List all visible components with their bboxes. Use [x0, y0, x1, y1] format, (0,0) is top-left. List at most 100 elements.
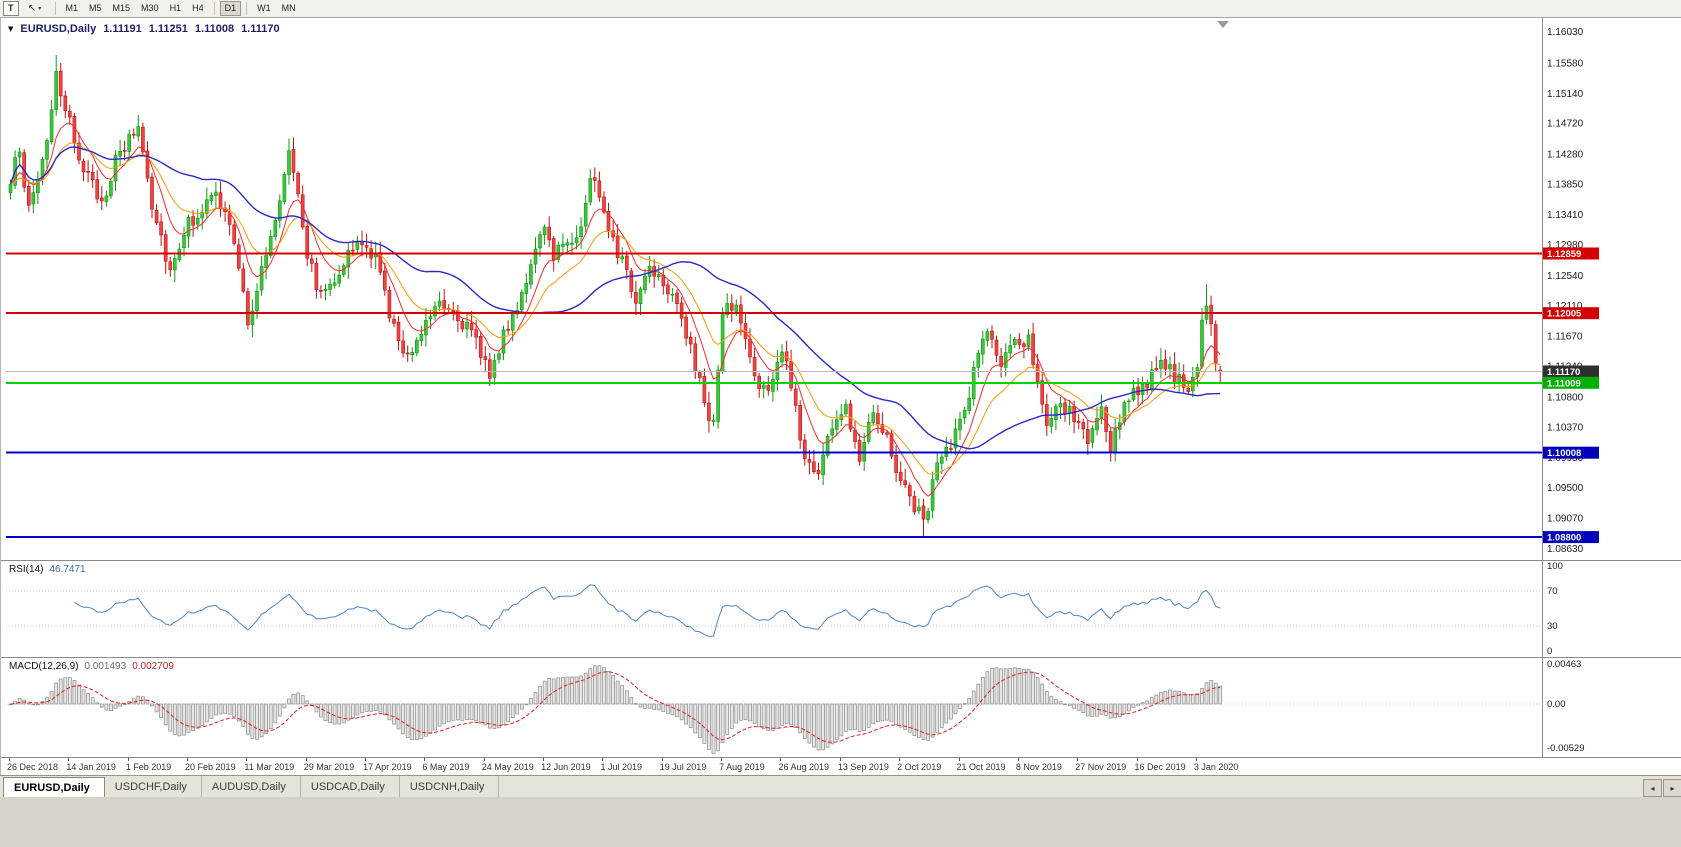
chart-tab-bar: EURUSD,Daily USDCHF,Daily AUDUSD,Daily U… — [0, 775, 1681, 798]
ma-ema-8-line — [10, 122, 1221, 497]
macd-indicator-canvas[interactable]: 0.00463 0.00 -0.00529 — [1, 657, 1681, 757]
axis-label: 1.11170 — [1547, 367, 1580, 378]
date-label: 13 Sep 2019 — [837, 762, 889, 772]
axis-label: 100 — [1547, 561, 1563, 572]
date-axis: 26 Dec 2018 14 Jan 2019 1 Feb 2019 20 Feb 2… — [1, 757, 1681, 776]
date-tick — [1136, 758, 1138, 761]
timeframe-button-m5[interactable]: M5 — [84, 1, 107, 16]
ma-sma-40-line — [9, 146, 1221, 450]
axis-label: 1.14720 — [1547, 119, 1584, 130]
price-badge: 1.11009 — [1543, 376, 1599, 389]
date-tick — [68, 758, 70, 761]
date-label: 29 Mar 2019 — [303, 762, 355, 772]
timeframe-button-d1[interactable]: D1 — [219, 1, 242, 16]
axis-label: -0.00529 — [1547, 743, 1585, 754]
date-tick — [958, 758, 960, 761]
axis-label: 1.11009 — [1547, 378, 1581, 389]
date-label: 8 Nov 2019 — [1015, 762, 1062, 772]
date-tick — [1077, 758, 1079, 761]
macd-indicator-label: MACD(12,26,9) 0.001493 0.002709 — [9, 661, 174, 672]
date-label: 26 Dec 2018 — [7, 762, 59, 772]
date-label: 19 Jul 2019 — [659, 762, 707, 772]
axis-label: 1.15140 — [1547, 89, 1584, 100]
axis-label: 1.12005 — [1547, 309, 1582, 320]
date-label: 24 May 2019 — [481, 762, 534, 772]
timeframe-button-m15[interactable]: M15 — [108, 1, 136, 16]
date-label: 1 Feb 2019 — [125, 762, 172, 772]
axis-label: 0.00463 — [1547, 659, 1581, 670]
date-tick — [305, 758, 307, 761]
date-tick — [1017, 758, 1019, 761]
date-tick — [9, 758, 10, 761]
candlestick-series — [8, 55, 1222, 538]
date-tick — [187, 758, 189, 761]
rsi-indicator-canvas[interactable]: 100 70 30 0 — [1, 560, 1681, 657]
timeframe-button-h4[interactable]: H4 — [187, 1, 209, 16]
tab-usdcnh-daily[interactable]: USDCNH,Daily — [400, 776, 500, 798]
toolbar: T ↖ ▾ M1 M5 M15 M30 H1 H4 D1 W1 MN — [0, 0, 1681, 18]
ohlc-open-value: 1.11191 — [103, 23, 142, 35]
chart-caret-icon[interactable]: ▼ — [8, 25, 14, 33]
tab-usdchf-daily[interactable]: USDCHF,Daily — [105, 776, 202, 798]
date-label: 21 Oct 2019 — [956, 762, 1006, 772]
tab-scroll-left-button[interactable]: ◂ — [1643, 779, 1662, 797]
tab-audusd-daily[interactable]: AUDUSD,Daily — [202, 776, 301, 798]
price-badge: 1.10008 — [1543, 446, 1599, 459]
date-label: 6 May 2019 — [422, 762, 470, 772]
window-background — [0, 797, 1681, 847]
date-tick — [127, 758, 129, 761]
date-tick — [424, 758, 426, 761]
timeframe-button-mn[interactable]: MN — [277, 1, 301, 16]
date-label: 26 Aug 2019 — [778, 762, 830, 772]
cursor-tool-button[interactable]: ↖ ▾ — [20, 0, 50, 17]
axis-label: 1.12980 — [1547, 240, 1584, 251]
timeframe-button-w1[interactable]: W1 — [252, 1, 276, 16]
date-tick — [661, 758, 663, 761]
chart-symbol-label: EURUSD,Daily — [20, 23, 97, 35]
date-label: 20 Feb 2019 — [185, 762, 236, 772]
rsi-value: 46.7471 — [49, 564, 86, 575]
axis-label: 1.13850 — [1547, 179, 1584, 190]
price-badge: 1.11170 — [1543, 365, 1599, 378]
date-tick — [899, 758, 901, 761]
axis-label: 0 — [1547, 646, 1552, 657]
timeframe-button-m30[interactable]: M30 — [136, 1, 164, 16]
main-price-chart-canvas[interactable]: 1.16030 1.15580 1.15140 1.14720 1.14280 1.138… — [1, 17, 1681, 560]
axis-label: 1.09500 — [1547, 483, 1584, 494]
macd-main-value: 0.001493 — [84, 661, 127, 672]
date-tick — [1195, 758, 1197, 761]
timeframe-button-h1[interactable]: H1 — [165, 1, 187, 16]
toolbar-separator — [246, 2, 248, 15]
date-label: 14 Jan 2019 — [66, 762, 116, 772]
tab-scroll-right-button[interactable]: ▸ — [1663, 779, 1681, 797]
axis-label: 1.10800 — [1547, 392, 1584, 403]
rsi-name: RSI(14) — [9, 564, 44, 575]
date-tick — [543, 758, 545, 761]
date-label: 17 Apr 2019 — [363, 762, 412, 772]
axis-label: 1.10008 — [1547, 448, 1581, 459]
axis-label: 1.13410 — [1547, 210, 1584, 221]
tab-usdcad-daily[interactable]: USDCAD,Daily — [301, 776, 400, 798]
cursor-icon: ↖ — [27, 3, 37, 14]
chart-window: ▼ EURUSD,Daily 1.11191 1.11251 1.11008 1… — [0, 17, 1681, 776]
axis-label: 1.15580 — [1547, 58, 1584, 69]
chart-shift-marker[interactable] — [1217, 21, 1229, 28]
ohlc-low-value: 1.11008 — [194, 23, 235, 35]
ohlc-high-value: 1.11251 — [148, 23, 188, 35]
macd-name: MACD(12,26,9) — [9, 661, 79, 672]
date-tick — [365, 758, 367, 761]
dropdown-caret-icon: ▾ — [38, 5, 42, 12]
date-label: 27 Nov 2019 — [1075, 762, 1127, 772]
timeframe-button-m1[interactable]: M1 — [61, 1, 84, 16]
macd-signal-value: 0.002709 — [132, 661, 174, 672]
axis-label: 1.10370 — [1547, 422, 1584, 433]
axis-label: 1.14280 — [1547, 149, 1584, 160]
text-tool-button[interactable]: T — [3, 1, 19, 16]
tab-eurusd-daily[interactable]: EURUSD,Daily — [3, 777, 105, 798]
axis-label: 1.12540 — [1547, 271, 1584, 282]
macd-histogram — [8, 665, 1223, 754]
ma-ema-17-line — [10, 142, 1221, 475]
price-badge: 1.12859 — [1543, 247, 1599, 260]
axis-label: 70 — [1547, 586, 1558, 597]
axis-label: 1.11670 — [1547, 332, 1583, 343]
